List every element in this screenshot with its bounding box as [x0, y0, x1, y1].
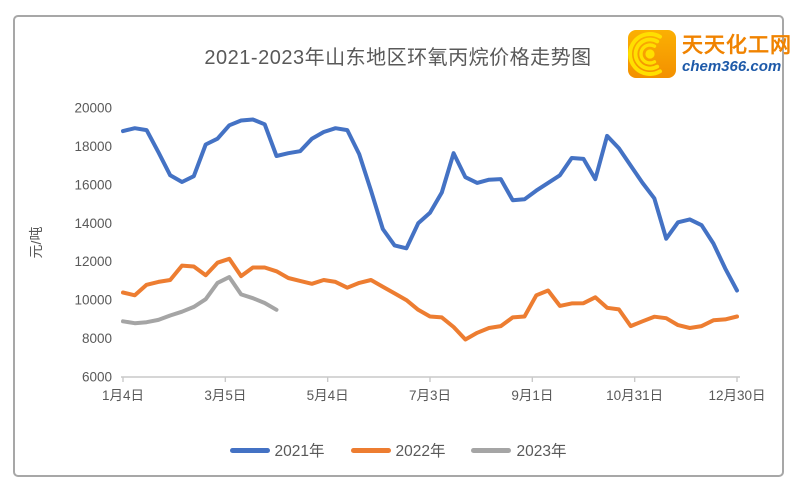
- y-axis-title: 元/吨: [28, 227, 44, 259]
- legend-label: 2023年: [516, 443, 567, 460]
- series-line-2022年: [121, 256, 739, 342]
- legend-label: 2022年: [395, 443, 446, 460]
- chart-title: 2021-2023年山东地区环氧丙烷价格走势图: [204, 47, 592, 69]
- series-line-2021年: [121, 117, 739, 293]
- y-tick-label: 6000: [82, 370, 112, 385]
- legend-item: 2022年: [350, 439, 446, 461]
- legend-item: 2021年: [229, 439, 325, 461]
- legend-swatch: [471, 447, 512, 453]
- x-tick-label: 5月4日: [307, 388, 349, 403]
- legend-swatch: [229, 447, 270, 453]
- y-tick-label: 12000: [74, 254, 112, 269]
- y-tick-label: 16000: [74, 177, 112, 192]
- y-tick-label: 18000: [74, 139, 112, 154]
- x-tick-label: 12月30日: [708, 388, 765, 403]
- y-tick-label: 8000: [82, 331, 112, 346]
- logo-name: 天天化工网: [682, 33, 792, 57]
- x-tick-label: 3月5日: [204, 388, 246, 403]
- logo-domain: chem366.com: [682, 57, 782, 75]
- y-tick-label: 10000: [74, 293, 112, 308]
- y-tick-label: 14000: [74, 216, 112, 231]
- legend-item: 2023年: [471, 439, 566, 461]
- y-tick-label: 20000: [74, 101, 112, 116]
- x-tick-label: 1月4日: [102, 388, 144, 403]
- x-tick-label: 7月3日: [409, 388, 451, 403]
- logo[interactable]: 天天化工网 chem366.com: [628, 30, 792, 78]
- logo-text: 天天化工网 chem366.com: [682, 35, 792, 74]
- logo-swirl-icon: [628, 30, 676, 78]
- legend-swatch: [350, 447, 391, 453]
- x-tick-label: 10月31日: [606, 388, 663, 403]
- x-tick-label: 9月1日: [511, 388, 553, 403]
- series-line-2023年: [121, 275, 279, 326]
- legend-label: 2021年: [274, 443, 325, 460]
- chart-legend: 2021年 2022年 2023年: [0, 438, 796, 462]
